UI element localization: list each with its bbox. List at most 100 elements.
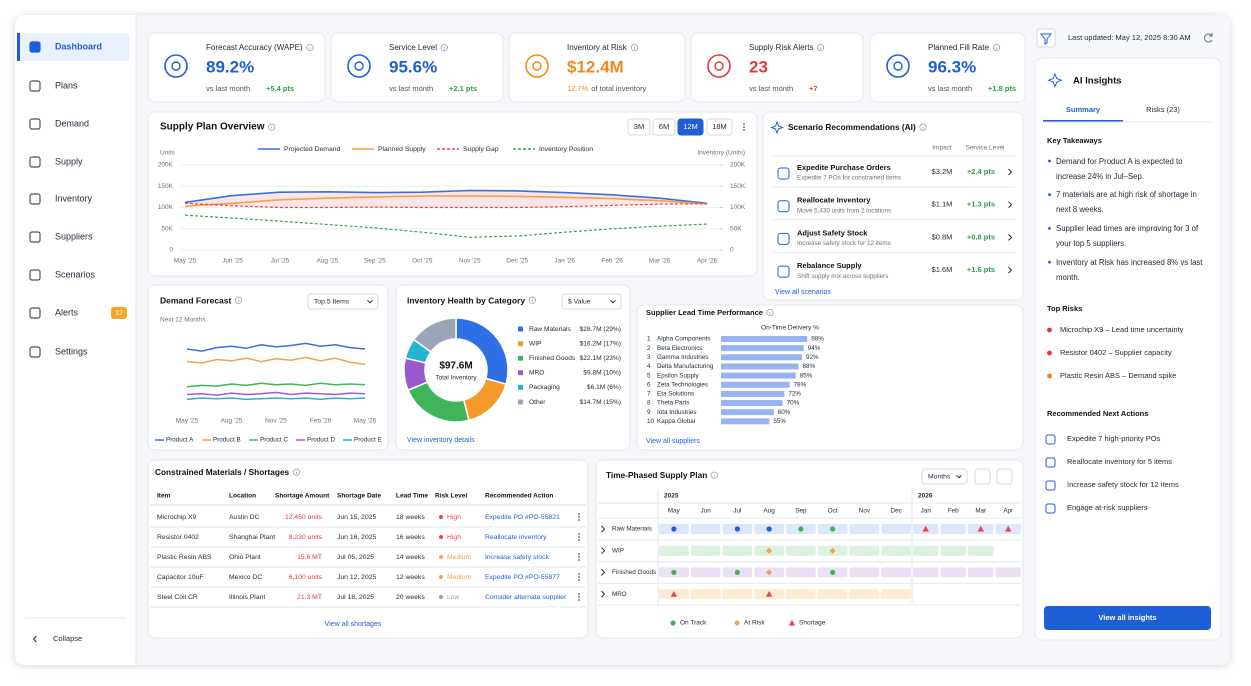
y2-tick-label: 0 — [730, 247, 734, 254]
plan-bar — [940, 545, 966, 556]
scenario-service: +1.3 pts — [967, 200, 995, 209]
supplier-name: Iota Industries — [657, 409, 697, 416]
nav-item[interactable]: Scenarios — [55, 269, 96, 279]
value-label: 98% — [811, 336, 824, 343]
dropdown[interactable] — [307, 293, 379, 310]
plan-bar — [690, 589, 721, 600]
scenario-title[interactable]: Adjust Safety Stock — [797, 228, 868, 237]
legend-label: Finished Goods — [529, 355, 576, 362]
bullet — [1048, 227, 1051, 230]
scenario-title[interactable]: Expedite Purchase Orders — [797, 163, 891, 172]
plan-bar — [690, 524, 721, 534]
info-icon — [710, 471, 718, 479]
range-button[interactable] — [706, 118, 733, 136]
info-icon — [919, 123, 927, 131]
nav-item[interactable]: Plans — [55, 80, 78, 90]
action-icon — [1045, 480, 1056, 491]
nav-item[interactable]: Suppliers — [55, 231, 93, 241]
nav-item[interactable]: Dashboard — [55, 41, 102, 51]
refresh-icon[interactable] — [1204, 33, 1213, 43]
info-icon — [234, 296, 243, 304]
dropdown-label[interactable]: $ Value — [568, 298, 591, 305]
x-tick-label: Jan '26 — [554, 258, 575, 265]
dropdown[interactable] — [921, 468, 968, 485]
link[interactable]: View inventory details — [407, 437, 475, 444]
month-label: May — [668, 508, 681, 515]
year-label: 2025 — [664, 493, 679, 500]
column-header: Risk Level — [435, 493, 467, 500]
scenario-title[interactable]: Reallocate Inventory — [797, 196, 871, 205]
status-marker — [829, 547, 836, 554]
menu-dot — [578, 599, 580, 601]
nav-icon — [29, 346, 41, 358]
cell: Austin DC — [229, 514, 260, 521]
action-link[interactable]: Expedite PO #PO-55877 — [485, 574, 560, 581]
supplier-name: Eta Solutions — [657, 391, 694, 398]
series-line — [184, 214, 708, 238]
range-button[interactable] — [627, 118, 651, 136]
year-label: 2026 — [918, 493, 933, 500]
link[interactable]: View all scenarios — [775, 289, 831, 296]
nav-item[interactable]: Supply — [55, 156, 83, 166]
value-label: $22.1M (23%) — [580, 355, 621, 362]
chevron — [367, 299, 373, 304]
value-label: 55% — [773, 418, 786, 425]
link[interactable]: View all suppliers — [646, 438, 700, 445]
tab[interactable]: Summary — [1066, 105, 1101, 114]
collapse[interactable]: Collapse — [53, 634, 82, 643]
plan-bar — [849, 567, 880, 578]
cell: Jun 15, 2025 — [337, 514, 377, 521]
chevron — [1008, 234, 1013, 241]
info-icon — [268, 123, 276, 131]
action-link[interactable]: Consider alternate supplier — [485, 594, 567, 601]
range-button-label[interactable]: 12M — [683, 122, 698, 131]
filter-button[interactable] — [1036, 28, 1056, 48]
action-link[interactable]: Increase safety stock — [485, 554, 549, 561]
action-item[interactable]: Expedite 7 high-priority POs — [1067, 434, 1161, 443]
x-tick-label: Nov '25 — [459, 258, 481, 265]
action-link[interactable]: Reallocate inventory — [485, 534, 547, 541]
x-tick-label: Sep '25 — [364, 258, 386, 265]
range-button-label[interactable]: 3M — [634, 122, 644, 131]
range-button-label[interactable]: 6M — [659, 122, 669, 131]
action-item[interactable]: Increase safety stock for 12 items — [1067, 480, 1179, 489]
action-link[interactable]: Expedite PO #PO-55821 — [485, 514, 560, 521]
x-tick-label: Aug '25 — [221, 418, 243, 425]
bar — [721, 400, 783, 407]
tab[interactable]: Risks (23) — [1146, 105, 1180, 114]
y-tick-label: 150K — [158, 183, 174, 190]
month-label: Aug — [764, 508, 776, 515]
shortages-card — [147, 459, 589, 639]
nav-item[interactable]: Demand — [55, 118, 89, 128]
supplier-name: Theta Parts — [657, 400, 690, 407]
dropdown-label[interactable]: Months — [928, 473, 951, 480]
range-button-label[interactable]: 18M — [712, 122, 727, 131]
nav-item[interactable]: Inventory — [55, 193, 93, 203]
action-item[interactable]: Reallocate inventory for 5 items — [1067, 457, 1172, 466]
range-button[interactable] — [677, 118, 704, 136]
shortage-amount: 6,100 units — [289, 574, 323, 581]
nav-item[interactable]: Settings — [55, 346, 88, 356]
plan-bar — [995, 567, 1021, 578]
icon-button[interactable] — [974, 468, 991, 485]
plan-bar — [786, 589, 816, 600]
legend-swatch — [518, 355, 523, 361]
dropdown[interactable] — [561, 293, 622, 310]
action-item[interactable]: Engage at-risk suppliers — [1067, 503, 1148, 512]
action-icon — [1045, 503, 1056, 514]
primary-button-label[interactable]: View all insights — [1098, 613, 1156, 622]
dropdown-label[interactable]: Top 5 Items — [314, 298, 350, 305]
primary-button[interactable] — [1044, 606, 1211, 630]
link[interactable]: View all shortages — [325, 621, 382, 628]
menu-dot — [578, 539, 580, 541]
kpi-icon — [886, 54, 910, 78]
plan-bar — [913, 567, 939, 578]
plan-bar — [817, 589, 848, 600]
status-marker — [734, 569, 740, 576]
range-button[interactable] — [652, 118, 676, 136]
month-label: Dec — [891, 508, 902, 515]
icon-button[interactable] — [996, 468, 1013, 485]
scenario-title[interactable]: Rebalance Supply — [797, 261, 862, 270]
nav-item[interactable]: Alerts — [55, 307, 79, 317]
